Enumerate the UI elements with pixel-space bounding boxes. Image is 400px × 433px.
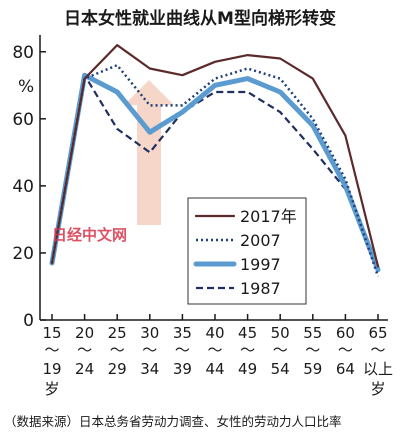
legend-label: 1987 <box>240 279 281 298</box>
x-tick-range-mark: ～ <box>207 341 222 359</box>
x-tick-range-mark: ～ <box>110 341 125 359</box>
legend-label: 2017年 <box>240 207 297 226</box>
x-tick-label-end: 39 <box>173 360 192 378</box>
x-tick-label-end: 34 <box>140 360 159 378</box>
x-tick-label-start: 55 <box>303 324 322 342</box>
y-tick-label: 80 <box>12 43 34 63</box>
x-tick-label-start: 40 <box>205 324 224 342</box>
x-tick-label-end: 54 <box>271 360 290 378</box>
x-tick-label-end: 44 <box>205 360 224 378</box>
legend-label: 2007 <box>240 231 281 250</box>
y-tick-label: 40 <box>12 177 34 197</box>
x-tick-label-start: 60 <box>336 324 355 342</box>
y-axis-label: % <box>18 77 34 97</box>
x-tick-range-mark: ～ <box>175 341 190 359</box>
upward-arrow-shape <box>124 80 174 225</box>
legend: 2017年 2007 1997 1987 <box>187 197 307 305</box>
x-tick-range-mark: ～ <box>77 341 92 359</box>
x-tick-range-mark: ～ <box>338 341 353 359</box>
upward-arrow-body <box>124 80 174 225</box>
y-ticks: 0 20 40 60 80 <box>12 43 46 331</box>
x-tick-label-start: 25 <box>108 324 127 342</box>
chart-title: 日本女性就业曲线从M型向梯形转变 <box>64 8 336 29</box>
x-tick-label-end: 64 <box>336 360 355 378</box>
x-tick-label-end: 以上 <box>363 360 393 378</box>
x-tick-range-mark: ～ <box>142 341 157 359</box>
x-tick-label-suffix: 岁 <box>44 380 59 398</box>
x-ticks: 15～19岁20～2425～2930～3435～3940～4445～4950～5… <box>42 314 393 398</box>
x-tick-label-start: 15 <box>42 324 61 342</box>
source-note: （数据来源）日本总务省劳动力调查、女性的劳动力人口比率 <box>4 414 342 429</box>
watermark: 日经中文网 <box>52 226 127 244</box>
x-tick-range-mark: ～ <box>44 341 59 359</box>
x-tick-label-start: 35 <box>173 324 192 342</box>
series-line-2007 <box>50 63 380 277</box>
x-tick-label-start: 50 <box>271 324 290 342</box>
x-tick-label-end: 19 <box>42 360 61 378</box>
series-line-2017 <box>50 43 380 268</box>
x-tick-range-mark: ～ <box>370 341 385 359</box>
y-tick-label: 0 <box>23 311 34 331</box>
x-tick-label-end: 59 <box>303 360 322 378</box>
legend-label: 1997 <box>240 255 281 274</box>
series-lines <box>49 43 381 277</box>
y-tick-label: 60 <box>12 110 34 130</box>
x-tick-label-end: 29 <box>108 360 127 378</box>
y-tick-label: 20 <box>12 244 34 264</box>
x-tick-label-start: 45 <box>238 324 257 342</box>
x-tick-label-suffix: 岁 <box>370 380 385 398</box>
watermark-text: 日经中文网 <box>52 226 127 244</box>
x-tick-label-start: 30 <box>140 324 159 342</box>
x-tick-range-mark: ～ <box>273 341 288 359</box>
x-tick-range-mark: ～ <box>240 341 255 359</box>
x-tick-label-start: 20 <box>75 324 94 342</box>
x-tick-range-mark: ～ <box>305 341 320 359</box>
x-tick-label-end: 49 <box>238 360 257 378</box>
series-line-1997 <box>49 72 381 273</box>
axes <box>39 35 388 321</box>
x-tick-label-end: 24 <box>75 360 94 378</box>
series-line-1987 <box>50 74 380 271</box>
x-tick-label-start: 65 <box>368 324 387 342</box>
